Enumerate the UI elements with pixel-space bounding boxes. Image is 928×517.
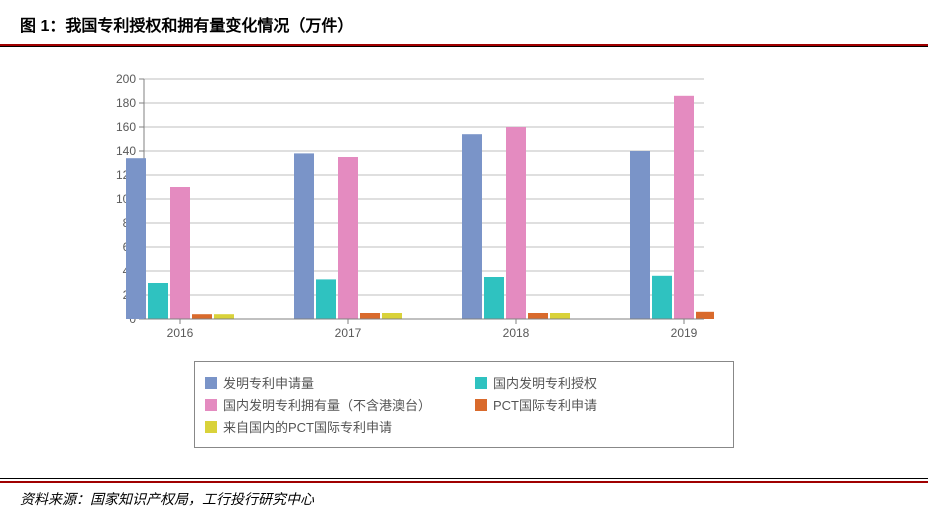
legend-swatch bbox=[205, 421, 217, 433]
legend-label: 国内发明专利授权 bbox=[493, 373, 597, 392]
bar bbox=[652, 276, 672, 319]
legend-item: 国内发明专利授权 bbox=[475, 373, 705, 392]
legend-swatch bbox=[205, 399, 217, 411]
source-label: 资料来源：国家知识产权局，工行投行研究中心 bbox=[0, 483, 928, 509]
bar bbox=[148, 283, 168, 319]
bar bbox=[506, 127, 526, 319]
bar bbox=[696, 312, 714, 319]
divider-black-top bbox=[0, 46, 928, 47]
y-tick-label: 140 bbox=[116, 144, 136, 158]
bar-chart: 0204060801001201401601802002016201720182… bbox=[104, 73, 714, 347]
bar bbox=[550, 313, 570, 319]
bar bbox=[214, 314, 234, 319]
legend-label: 来自国内的PCT国际专利申请 bbox=[223, 417, 392, 436]
legend-item: 来自国内的PCT国际专利申请 bbox=[205, 417, 435, 436]
bar bbox=[294, 153, 314, 319]
divider-black-bottom bbox=[0, 478, 928, 479]
bar bbox=[674, 96, 694, 319]
bar bbox=[316, 279, 336, 319]
x-tick-label: 2018 bbox=[503, 326, 530, 340]
legend-item: 国内发明专利拥有量（不含港澳台） bbox=[205, 395, 435, 414]
bar bbox=[338, 157, 358, 319]
bar bbox=[170, 187, 190, 319]
legend-label: PCT国际专利申请 bbox=[493, 395, 597, 414]
bar bbox=[462, 134, 482, 319]
bar bbox=[630, 151, 650, 319]
legend-swatch bbox=[475, 377, 487, 389]
x-tick-label: 2016 bbox=[167, 326, 194, 340]
legend-swatch bbox=[475, 399, 487, 411]
legend-swatch bbox=[205, 377, 217, 389]
legend-item: 发明专利申请量 bbox=[205, 373, 435, 392]
y-tick-label: 180 bbox=[116, 96, 136, 110]
legend-label: 国内发明专利拥有量（不含港澳台） bbox=[223, 395, 431, 414]
x-tick-label: 2017 bbox=[335, 326, 362, 340]
figure-title: 图 1：我国专利授权和拥有量变化情况（万件） bbox=[0, 0, 928, 42]
legend-label: 发明专利申请量 bbox=[223, 373, 314, 392]
bar bbox=[360, 313, 380, 319]
bar bbox=[192, 314, 212, 319]
bar bbox=[484, 277, 504, 319]
bar bbox=[528, 313, 548, 319]
bar bbox=[382, 313, 402, 319]
legend-item: PCT国际专利申请 bbox=[475, 395, 705, 414]
chart-container: 0204060801001201401601802002016201720182… bbox=[104, 73, 824, 448]
y-tick-label: 200 bbox=[116, 73, 136, 86]
x-tick-label: 2019 bbox=[671, 326, 698, 340]
chart-legend: 发明专利申请量 国内发明专利授权国内发明专利拥有量（不含港澳台） PCT国际专利申请… bbox=[194, 361, 734, 448]
y-tick-label: 160 bbox=[116, 120, 136, 134]
bar bbox=[126, 158, 146, 319]
